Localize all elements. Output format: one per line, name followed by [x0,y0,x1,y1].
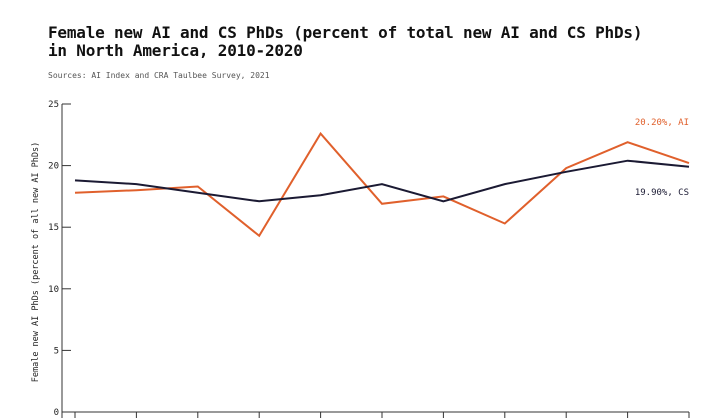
y-tick-label: 5 [54,346,59,356]
series-line-cs [74,159,690,203]
chart-title: Female new AI and CS PhDs (percent of to… [48,23,643,60]
chart-end-labels: 20.20%, AI 19.90%, CS [635,118,689,198]
chart-source: Sources: AI Index and CRA Taulbee Survey… [48,71,270,80]
y-tick-label: 0 [54,408,59,418]
chart-series [74,131,690,238]
end-label-cs: 19.90%, CS [635,188,689,198]
chart-axes: 0 5 10 15 20 25 Female new AI PhDs (percent of… [31,100,690,418]
y-axis-title: Female new AI PhDs (percent of all new A… [31,142,41,383]
y-tick-label: 20 [48,162,59,172]
y-tick-label: 10 [48,285,59,295]
end-label-ai: 20.20%, AI [635,118,689,128]
y-tick-label: 15 [48,223,59,233]
series-line-ai [74,131,690,238]
y-tick-label: 25 [48,100,59,110]
